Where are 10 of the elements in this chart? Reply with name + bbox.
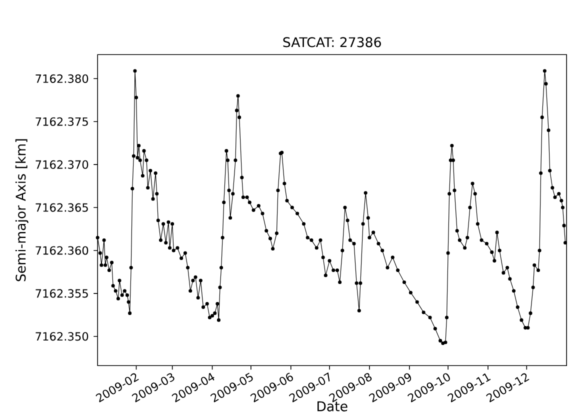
y-tick-label: 7162.355 xyxy=(36,289,88,298)
y-tick-label: 7162.350 xyxy=(36,332,88,341)
y-axis-title: Semi-major Axis [km] xyxy=(15,139,28,282)
y-tick-label: 7162.360 xyxy=(36,246,88,255)
y-tick-label: 7162.365 xyxy=(36,203,88,212)
y-tick-label: 7162.375 xyxy=(36,117,88,126)
y-tick-label: 7162.370 xyxy=(36,160,88,169)
chart-title: SATCAT: 27386 xyxy=(283,37,381,48)
x-axis-title: Date xyxy=(317,401,348,412)
y-tick-label: 7162.380 xyxy=(36,74,88,83)
